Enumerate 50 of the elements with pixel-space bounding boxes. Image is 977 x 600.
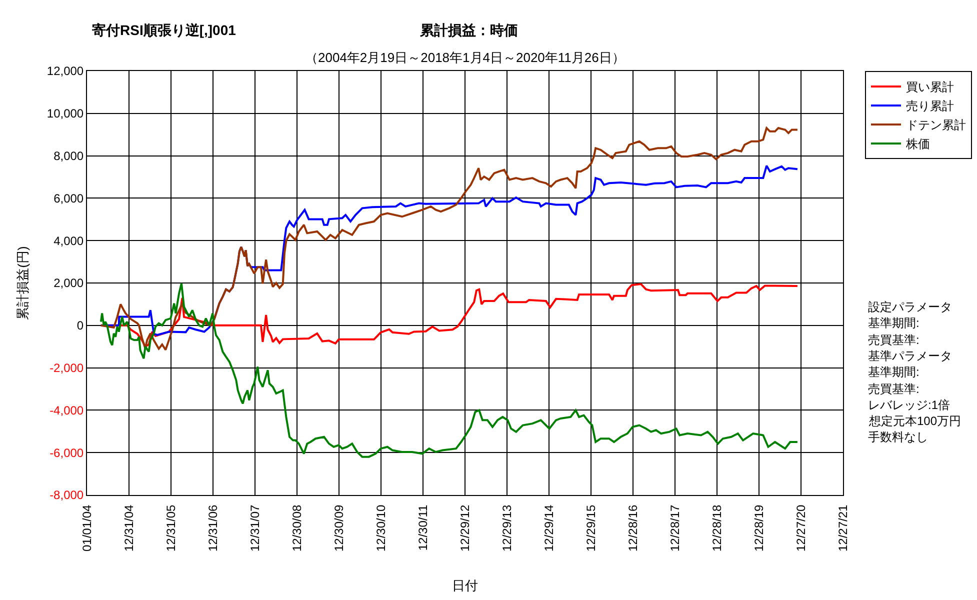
x-tick-label: 12/30/08	[290, 504, 304, 552]
x-tick-label: 12/31/07	[248, 504, 262, 552]
y-tick-label: -4,000	[50, 403, 84, 418]
y-tick-label: 4,000	[54, 234, 84, 248]
x-tick-label: 12/31/04	[122, 504, 136, 552]
text: 基準期間:	[868, 316, 920, 330]
text: 手数料なし	[868, 430, 928, 444]
y-tick-label: 10,000	[46, 106, 84, 121]
legend-label: 株価	[905, 137, 930, 152]
y-tick-label: -8,000	[50, 488, 84, 502]
y-tick-label: 8,000	[54, 149, 84, 163]
x-tick-label: 12/30/09	[332, 504, 346, 552]
y-axis-title: 累計損益(円)	[14, 246, 30, 320]
text: 想定元本100万円	[868, 414, 962, 428]
line-series	[100, 282, 798, 458]
x-tick-label: 12/31/06	[206, 504, 220, 552]
legend-label: ドテン累計	[906, 118, 966, 132]
y-tick-label: 6,000	[54, 191, 84, 206]
x-tick-label: 12/29/14	[542, 504, 556, 552]
legend-label: 売り累計	[906, 99, 954, 114]
chart-subtitle: （2004年2月19日～2018年1月4日～2020年11月26日）	[305, 50, 625, 65]
x-tick-label: 12/29/12	[458, 504, 472, 552]
x-tick-label: 12/28/17	[668, 504, 682, 552]
x-tick-label: 12/30/11	[416, 504, 430, 551]
y-tick-label: 0	[76, 318, 84, 333]
x-tick-label: 01/01/04	[80, 504, 94, 552]
x-tick-label: 12/27/21	[836, 504, 850, 552]
x-tick-label: 12/27/20	[794, 504, 808, 552]
x-tick-label: 12/29/15	[584, 504, 598, 552]
x-tick-label: 12/28/19	[752, 504, 766, 552]
x-tick-label: 12/30/10	[374, 504, 388, 552]
y-tick-label: 12,000	[46, 64, 84, 78]
text: 設定パラメータ	[868, 300, 952, 314]
legend-label: 買い累計	[906, 80, 954, 94]
y-tick-label: -2,000	[50, 361, 84, 375]
text: 売買基準:	[868, 333, 920, 347]
text: 寄付RSI順張り逆[,]001	[92, 22, 236, 38]
x-axis-title: 日付	[452, 578, 478, 594]
chart-title: 累計損益：時価	[419, 22, 518, 38]
x-tick-label: 12/28/16	[626, 504, 640, 552]
y-tick-label: 2,000	[54, 276, 84, 290]
text: 基準期間:	[868, 365, 920, 379]
y-tick-label: -6,000	[50, 446, 84, 460]
line-series	[100, 127, 798, 351]
x-tick-label: 12/28/18	[710, 504, 724, 552]
x-tick-label: 12/31/05	[164, 504, 178, 552]
text: 基準パラメータ	[868, 349, 952, 363]
text: レバレッジ:1倍	[868, 398, 950, 412]
text: 売買基準:	[868, 382, 920, 396]
x-tick-label: 12/29/13	[500, 504, 514, 552]
